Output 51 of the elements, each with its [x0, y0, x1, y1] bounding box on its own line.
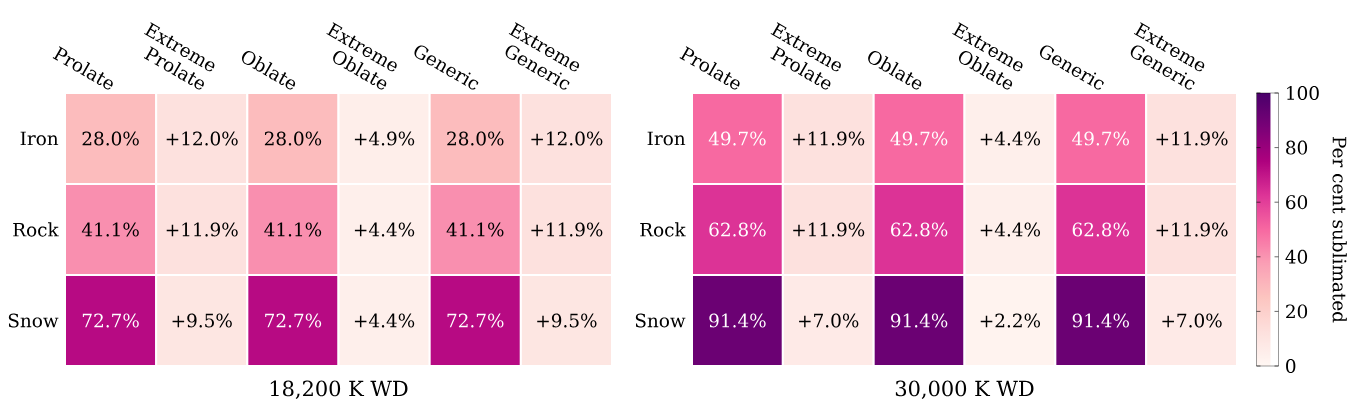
color-bar-title: Per cent sublimated — [1332, 137, 1347, 323]
data-label: 28.0% — [82, 131, 139, 146]
data-label: +12.0% — [166, 131, 238, 146]
x-axis-title: 30,000 K WD — [895, 380, 1034, 399]
data-label: 28.0% — [264, 131, 322, 146]
color-bar-label: 0 — [1286, 359, 1296, 373]
data-label: 91.4% — [890, 313, 948, 328]
color-bar-label: 80 — [1286, 140, 1308, 155]
y-tick-label: Snow — [635, 313, 686, 328]
data-label: 91.4% — [709, 313, 766, 328]
data-label: +11.9% — [166, 222, 238, 237]
data-label: 62.8% — [891, 222, 948, 237]
data-label: 49.7% — [1072, 131, 1130, 146]
color-bar-label: 40 — [1285, 249, 1308, 264]
color-bar-label: 60 — [1286, 195, 1308, 210]
data-label: 28.0% — [447, 131, 504, 146]
data-label: +12.0% — [531, 131, 603, 146]
data-label: +4.4% — [354, 222, 415, 237]
data-label: +7.0% — [1162, 313, 1222, 328]
data-label: 41.1% — [446, 222, 504, 237]
color-bar-label: 100 — [1287, 86, 1319, 100]
y-tick-label: Snow — [8, 313, 59, 328]
data-label: 41.1% — [81, 222, 139, 237]
data-label: 41.1% — [264, 222, 322, 237]
data-label: +4.4% — [980, 131, 1041, 146]
y-tick-label: Rock — [13, 222, 59, 237]
data-label: +11.9% — [1156, 222, 1228, 237]
data-label: +7.0% — [799, 313, 859, 328]
data-label: +11.9% — [1156, 131, 1228, 146]
data-label: +9.5% — [172, 313, 232, 328]
data-label: +4.9% — [354, 131, 415, 146]
data-label: 49.7% — [890, 131, 948, 146]
data-label: +11.9% — [531, 222, 603, 237]
data-label: 91.4% — [1072, 313, 1130, 328]
data-label: +11.9% — [793, 131, 865, 146]
y-tick-label: Iron — [20, 131, 59, 146]
x-axis-title: 18,200 K WD — [270, 380, 408, 399]
data-label: +9.5% — [537, 313, 597, 328]
y-tick-label: Rock — [640, 222, 686, 237]
y-tick-label: Iron — [647, 131, 686, 146]
color-bar-label: 20 — [1286, 304, 1308, 319]
data-label: 62.8% — [1072, 222, 1130, 237]
data-label: +11.9% — [793, 222, 865, 237]
data-label: 72.7% — [265, 313, 322, 328]
data-label: 72.7% — [82, 313, 139, 328]
data-label: 72.7% — [447, 313, 504, 328]
data-label: +2.2% — [980, 313, 1041, 328]
data-label: +4.4% — [354, 313, 415, 328]
data-label: +4.4% — [980, 222, 1041, 237]
data-label: 49.7% — [708, 131, 766, 146]
data-label: 62.8% — [709, 222, 766, 237]
